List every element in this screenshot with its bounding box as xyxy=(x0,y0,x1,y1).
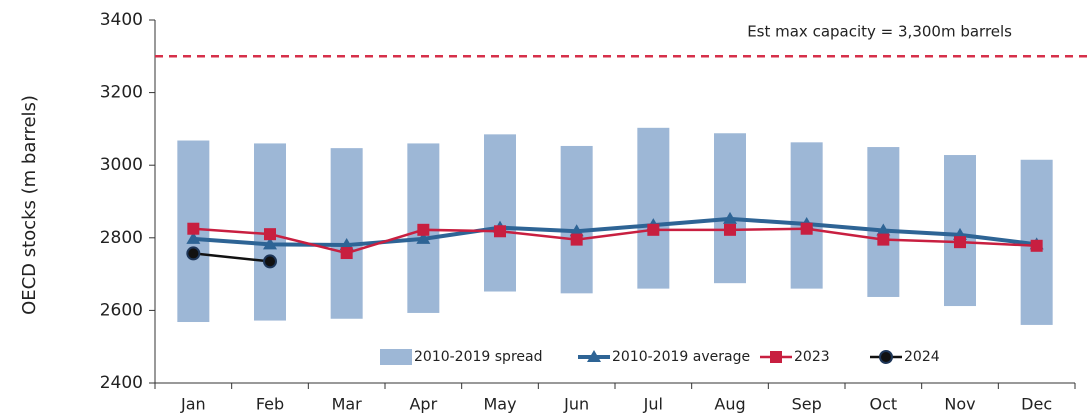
spread-bar xyxy=(330,148,363,319)
y-tick-label: 3200 xyxy=(100,83,143,103)
marker xyxy=(264,228,276,241)
x-tick-label: Aug xyxy=(714,395,745,414)
marker xyxy=(770,351,782,363)
y-axis-label: OECD stocks (m barrels) xyxy=(19,95,40,315)
marker xyxy=(494,225,506,238)
y-tick-label: 3000 xyxy=(100,155,143,175)
marker xyxy=(876,223,891,236)
x-tick-label: Sep xyxy=(792,395,822,414)
marker xyxy=(569,224,584,237)
marker xyxy=(340,247,353,260)
marker xyxy=(723,211,737,224)
x-tick-label: Jan xyxy=(180,395,206,414)
spread-bar xyxy=(867,147,900,297)
marker xyxy=(800,222,813,235)
y-tick-label: 2400 xyxy=(100,373,143,393)
spread-bar xyxy=(714,133,746,284)
marker xyxy=(570,233,583,246)
marker xyxy=(647,223,660,236)
x-tick-label: Nov xyxy=(944,395,975,414)
marker xyxy=(263,254,277,269)
legend-label: 2023 xyxy=(794,349,830,365)
marker xyxy=(1030,239,1043,252)
series-line xyxy=(193,227,1037,255)
x-tick-label: Jun xyxy=(563,395,589,414)
marker xyxy=(724,223,736,236)
legend-label: 2010-2019 spread xyxy=(414,349,542,365)
series-line xyxy=(193,252,271,263)
spread-bar xyxy=(484,134,516,292)
marker xyxy=(263,237,277,250)
marker xyxy=(587,350,601,362)
marker xyxy=(877,233,890,246)
marker xyxy=(416,231,431,244)
marker xyxy=(954,236,966,249)
series-line xyxy=(193,216,1037,248)
spread-bar xyxy=(790,142,823,289)
capacity-label: Est max capacity = 3,300m barrels xyxy=(747,23,1012,41)
x-tick-label: Jul xyxy=(643,395,663,414)
spread-bar xyxy=(560,145,593,294)
marker xyxy=(186,231,201,244)
y-tick-label: 3400 xyxy=(100,10,143,30)
legend-swatch xyxy=(380,349,412,365)
x-tick-label: Feb xyxy=(256,395,284,414)
x-tick-label: Mar xyxy=(332,395,363,414)
marker xyxy=(417,223,430,236)
x-tick-label: May xyxy=(483,395,516,414)
x-tick-label: Dec xyxy=(1021,395,1052,414)
x-tick-label: Apr xyxy=(409,395,437,414)
x-tick-label: Oct xyxy=(869,395,897,414)
spread-bar xyxy=(637,127,670,289)
marker xyxy=(186,246,201,261)
marker xyxy=(187,222,200,235)
marker xyxy=(879,350,893,364)
legend-label: 2024 xyxy=(904,349,940,365)
y-tick-label: 2800 xyxy=(100,228,143,248)
y-tick-label: 2600 xyxy=(100,300,143,320)
legend-label: 2010-2019 average xyxy=(612,349,750,365)
